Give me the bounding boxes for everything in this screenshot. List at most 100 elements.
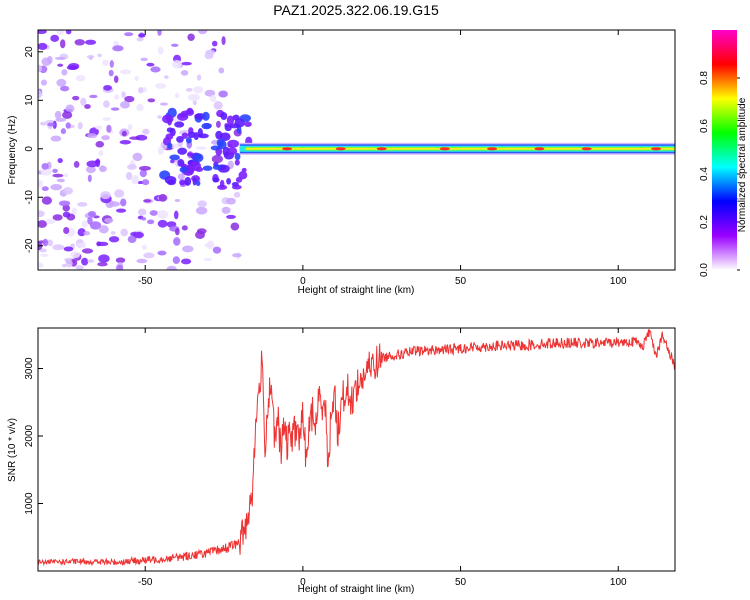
heatmap-cell xyxy=(228,123,240,129)
heatmap-cell xyxy=(230,222,240,231)
heatmap-cell xyxy=(108,236,120,243)
heatmap-cell xyxy=(170,159,175,164)
heatmap-cell xyxy=(72,95,80,101)
heatmap-cell xyxy=(226,115,235,125)
x-tick-label: 0 xyxy=(300,577,306,588)
heatmap-peak xyxy=(439,147,450,151)
heatmap-cell xyxy=(60,128,67,135)
heatmap-cell xyxy=(113,75,119,83)
heatmap-cell xyxy=(54,110,62,120)
heatmap-cell xyxy=(98,225,109,234)
heatmap-cell xyxy=(65,104,75,113)
y-tick-label: 20 xyxy=(24,46,35,58)
heatmap-y-ticks: -20 -10 0 10 20 xyxy=(24,46,43,253)
heatmap-cell xyxy=(60,39,66,49)
heatmap-cell xyxy=(177,173,185,181)
heatmap-cell xyxy=(142,128,150,135)
heatmap-cell xyxy=(41,196,53,205)
heatmap-cell xyxy=(133,231,144,239)
heatmap-cell xyxy=(127,164,137,170)
heatmap-cell xyxy=(46,239,54,247)
heatmap-cell xyxy=(125,171,133,181)
heatmap-cell xyxy=(96,241,109,247)
heatmap-cell xyxy=(41,186,49,192)
heatmap-cell xyxy=(46,122,56,127)
heatmap-cell xyxy=(157,115,162,119)
heatmap-cell xyxy=(227,139,240,148)
heatmap-cell xyxy=(85,165,96,174)
heatmap-cell xyxy=(219,132,231,141)
heatmap-cell xyxy=(195,146,207,150)
heatmap-cell xyxy=(57,63,64,67)
heatmap-cell xyxy=(195,180,201,186)
heatmap-cell xyxy=(137,208,147,216)
heatmap-cell xyxy=(77,202,88,207)
heatmap-cell xyxy=(192,153,204,163)
heatmap-cell xyxy=(103,100,110,108)
heatmap-cell xyxy=(134,76,139,81)
heatmap-cell xyxy=(103,84,112,91)
heatmap-cell xyxy=(66,65,79,71)
heatmap-cell xyxy=(120,228,128,237)
heatmap-cell xyxy=(227,147,238,156)
heatmap-cell xyxy=(209,94,217,102)
heatmap-cell xyxy=(81,257,89,266)
heatmap-cell xyxy=(41,162,49,170)
snr-y-ticks: 1000 2000 3000 xyxy=(24,357,43,515)
heatmap-cell xyxy=(98,165,107,173)
heatmap-cell xyxy=(198,133,209,139)
heatmap-cell xyxy=(159,102,169,106)
colorbar-tick-label: 0.2 xyxy=(699,215,710,229)
heatmap-cell xyxy=(115,208,127,213)
heatmap-cell xyxy=(106,124,112,133)
heatmap-cell xyxy=(50,183,63,191)
y-tick-label: 3000 xyxy=(24,357,35,380)
heatmap-cell xyxy=(169,154,180,161)
heatmap-cell xyxy=(233,191,241,198)
heatmap-peak xyxy=(581,147,592,151)
heatmap-cell xyxy=(71,207,77,215)
heatmap-cell xyxy=(40,253,49,258)
heatmap-cell xyxy=(212,177,220,183)
heatmap-cell xyxy=(63,227,70,234)
heatmap-cell xyxy=(38,180,44,188)
heatmap-cell xyxy=(62,111,73,119)
x-tick-label: -50 xyxy=(138,577,153,588)
heatmap-x-ticks: -50 0 50 100 xyxy=(138,30,627,287)
heatmap-cell xyxy=(164,75,169,79)
heatmap-cell xyxy=(100,191,111,200)
heatmap-cell xyxy=(52,168,58,173)
heatmap-cell xyxy=(84,104,91,109)
heatmap-cell xyxy=(164,175,177,185)
heatmap-cell xyxy=(143,252,155,259)
heatmap-cell xyxy=(70,251,81,259)
heatmap-cell xyxy=(101,135,110,141)
heatmap-cell xyxy=(235,176,243,183)
y-tick-label: -20 xyxy=(24,238,35,253)
heatmap-cell xyxy=(241,167,247,173)
heatmap-cell xyxy=(132,152,143,162)
heatmap-cell xyxy=(177,147,188,155)
heatmap-cell xyxy=(61,263,68,268)
x-tick-label: 100 xyxy=(610,577,627,588)
heatmap-cell xyxy=(202,111,210,121)
heatmap-cell xyxy=(216,120,221,128)
heatmap-cell xyxy=(95,141,105,148)
heatmap-cell xyxy=(173,210,179,220)
heatmap-cell xyxy=(218,90,228,98)
heatmap-cell xyxy=(75,74,86,82)
heatmap-cell xyxy=(97,53,102,58)
heatmap-cell xyxy=(216,138,224,147)
heatmap-cell xyxy=(95,125,103,130)
heatmap-cell xyxy=(87,133,98,139)
heatmap-cell xyxy=(179,179,186,186)
heatmap-cell xyxy=(166,265,178,270)
heatmap-cell xyxy=(76,242,86,248)
heatmap-cell xyxy=(220,112,228,120)
heatmap-cell xyxy=(89,221,102,230)
x-tick-label: 50 xyxy=(455,577,467,588)
heatmap-cell xyxy=(87,174,92,183)
colorbar-tick-label: 0.0 xyxy=(699,263,710,277)
heatmap-cell xyxy=(174,198,181,202)
